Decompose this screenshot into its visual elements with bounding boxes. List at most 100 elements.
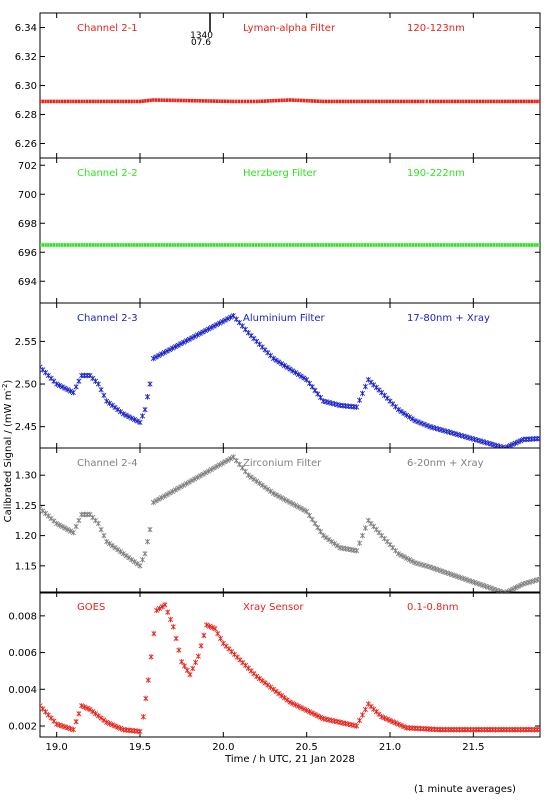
data-point: [526, 579, 532, 586]
band-label: 6-20nm + Xray: [407, 458, 484, 469]
data-point: [208, 466, 214, 473]
data-point: [414, 243, 418, 247]
data-point: [193, 243, 196, 247]
data-point: [115, 406, 121, 413]
data-point: [138, 243, 141, 247]
data-point: [334, 542, 340, 549]
data-point: [425, 99, 428, 104]
data-point: [83, 243, 86, 247]
data-series: [40, 602, 540, 735]
data-point: [394, 243, 398, 247]
data-point: [425, 243, 429, 247]
data-point: [399, 99, 403, 104]
data-point: [194, 474, 200, 481]
data-point: [112, 404, 118, 411]
data-point: [97, 243, 100, 247]
data-point: [421, 562, 427, 569]
data-point: [150, 499, 156, 506]
data-point: [454, 726, 460, 733]
data-point: [398, 552, 404, 559]
data-point: [538, 243, 540, 247]
data-point: [152, 243, 155, 247]
data-point: [329, 538, 335, 545]
data-point: [459, 243, 462, 247]
data-point: [294, 98, 297, 103]
data-point: [464, 99, 468, 104]
data-point: [415, 560, 421, 567]
data-point: [420, 243, 423, 247]
data-point: [165, 243, 169, 247]
data-point: [113, 99, 117, 104]
data-point: [146, 243, 150, 247]
data-point: [406, 414, 412, 420]
data-series: [40, 243, 540, 247]
data-point: [147, 381, 153, 387]
data-point: [199, 243, 202, 247]
data-point: [308, 99, 311, 103]
data-point: [69, 243, 72, 247]
data-point: [260, 243, 263, 247]
data-point: [154, 243, 158, 247]
data-point: [192, 476, 198, 482]
data-point: [442, 243, 446, 247]
data-point: [186, 479, 192, 485]
y-tick-label: 2.55: [15, 337, 37, 348]
data-point: [246, 99, 250, 104]
data-point: [352, 99, 356, 104]
data-point: [76, 517, 82, 524]
channel-label: Channel 2-3: [77, 313, 138, 324]
data-point: [476, 243, 479, 247]
data-point: [95, 713, 101, 719]
data-point: [531, 726, 537, 733]
data-point: [411, 243, 415, 247]
data-point: [207, 99, 210, 103]
y-tick-label: 698: [18, 219, 37, 230]
data-point: [268, 684, 274, 690]
data-point: [218, 243, 221, 247]
data-point: [468, 726, 474, 733]
band-label: 17-80nm + Xray: [407, 313, 490, 324]
data-point: [187, 98, 191, 103]
data-point: [324, 243, 328, 247]
data-point: [480, 582, 486, 589]
data-point: [533, 243, 536, 247]
data-point: [190, 665, 196, 672]
data-point: [163, 98, 166, 102]
data-point: [319, 99, 322, 104]
data-point: [344, 99, 347, 104]
data-point: [151, 630, 157, 637]
data-point: [178, 340, 184, 347]
data-point: [134, 560, 140, 567]
data-point: [398, 408, 404, 415]
data-point: [120, 411, 126, 417]
data-point: [322, 243, 325, 247]
data-point: [460, 575, 466, 582]
data-point: [288, 98, 292, 102]
data-point: [478, 243, 482, 247]
data-point: [378, 243, 381, 247]
data-point: [120, 550, 126, 557]
data-point: [281, 362, 287, 369]
data-point: [479, 726, 485, 733]
data-point: [279, 495, 285, 501]
data-point: [56, 522, 62, 528]
data-point: [221, 99, 224, 104]
data-point: [505, 443, 511, 448]
data-point: [126, 413, 132, 420]
data-point: [210, 243, 213, 247]
data-point: [304, 376, 310, 383]
data-point: [520, 581, 526, 587]
data-point: [386, 99, 389, 104]
data-point: [290, 501, 296, 507]
channel-label: Channel 2-4: [77, 458, 138, 469]
data-point: [405, 99, 408, 104]
data-point: [428, 243, 432, 247]
data-point: [512, 726, 518, 733]
data-point: [418, 420, 424, 426]
data-point: [170, 624, 176, 630]
data-point: [357, 717, 363, 724]
data-point: [160, 243, 163, 247]
data-point: [181, 339, 187, 346]
data-point: [395, 550, 401, 557]
data-point: [83, 99, 86, 104]
